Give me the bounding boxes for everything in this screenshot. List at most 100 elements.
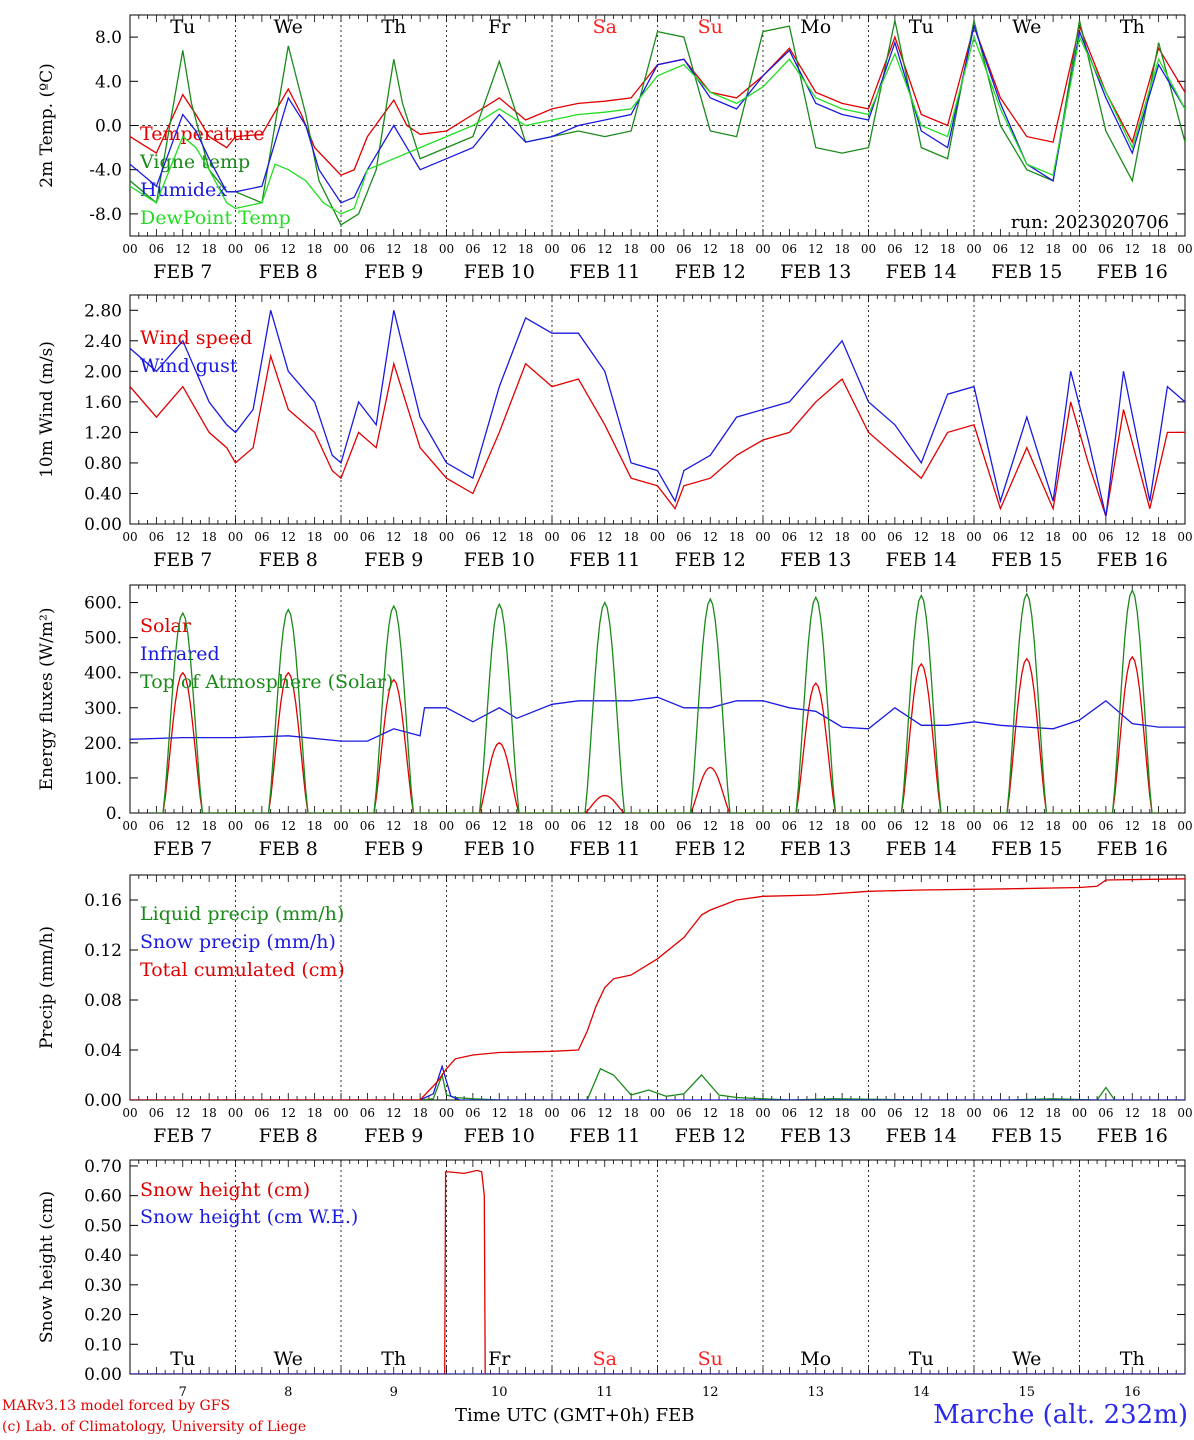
day-number-label: 14	[913, 1385, 930, 1400]
hour-tick-label: 18	[1151, 819, 1166, 833]
y-tick-label: 0.50	[84, 1216, 122, 1236]
hour-tick-label: 00	[439, 530, 454, 544]
day-number-label: 9	[390, 1385, 398, 1400]
hour-tick-label: 18	[307, 1106, 322, 1120]
date-label: FEB 11	[569, 838, 640, 860]
hour-tick-label: 12	[281, 530, 296, 544]
hour-tick-label: 00	[1177, 819, 1192, 833]
hour-tick-label: 00	[439, 819, 454, 833]
y-tick-label: 0.30	[84, 1276, 122, 1296]
weekday-label: Su	[698, 1348, 723, 1370]
hour-tick-label: 12	[914, 242, 929, 256]
y-tick-label: 600.	[84, 594, 122, 614]
date-label: FEB 15	[991, 549, 1062, 571]
hour-tick-label: 06	[360, 530, 375, 544]
day-number-label: 15	[1018, 1385, 1035, 1400]
hour-tick-label: 18	[1045, 819, 1060, 833]
hour-tick-label: 06	[465, 242, 480, 256]
hour-tick-label: 00	[755, 819, 770, 833]
hour-tick-label: 12	[703, 1106, 718, 1120]
y-tick-label: 1.60	[84, 393, 122, 413]
y-tick-label: -4.0	[89, 161, 122, 181]
hour-tick-label: 06	[993, 1106, 1008, 1120]
hour-tick-label: 12	[281, 1106, 296, 1120]
y-tick-label: 0.40	[84, 484, 122, 504]
weekday-label: Mo	[800, 1348, 831, 1370]
hour-tick-label: 12	[703, 819, 718, 833]
hour-tick-label: 06	[254, 530, 269, 544]
hour-tick-label: 06	[887, 1106, 902, 1120]
hour-tick-label: 06	[149, 819, 164, 833]
hour-tick-label: 00	[755, 530, 770, 544]
weekday-label: Sa	[593, 1348, 617, 1370]
hour-tick-label: 12	[703, 242, 718, 256]
hour-tick-label: 00	[650, 530, 665, 544]
hour-tick-label: 18	[412, 1106, 427, 1120]
hour-tick-label: 00	[861, 242, 876, 256]
y-tick-label: 0.10	[84, 1335, 122, 1355]
hour-tick-label: 06	[1098, 1106, 1113, 1120]
hour-tick-label: 12	[1125, 1106, 1140, 1120]
legend-temperature: Temperature	[140, 123, 264, 145]
y-tick-label: 0.40	[84, 1246, 122, 1266]
hour-tick-label: 18	[940, 530, 955, 544]
series-snow-height-cm	[130, 1169, 1185, 1374]
weekday-label: Sa	[593, 16, 617, 38]
hour-tick-label: 00	[333, 1106, 348, 1120]
hour-tick-label: 12	[914, 530, 929, 544]
date-label: FEB 12	[675, 549, 746, 571]
hour-tick-label: 06	[360, 242, 375, 256]
hour-tick-label: 18	[1045, 242, 1060, 256]
weekday-label: We	[274, 16, 303, 38]
date-label: FEB 9	[364, 261, 423, 283]
hour-tick-label: 18	[729, 530, 744, 544]
hour-tick-label: 06	[676, 1106, 691, 1120]
y-tick-label: 0.16	[84, 891, 122, 911]
date-label: FEB 14	[886, 549, 957, 571]
hour-tick-label: 18	[834, 1106, 849, 1120]
hour-tick-label: 18	[307, 819, 322, 833]
hour-tick-label: 06	[782, 530, 797, 544]
hour-tick-label: 00	[861, 819, 876, 833]
hour-tick-label: 12	[914, 1106, 929, 1120]
series-total-cumulated-cm	[130, 878, 1185, 1100]
date-label: FEB 7	[153, 838, 212, 860]
hour-tick-label: 06	[993, 242, 1008, 256]
y-tick-label: 0.00	[84, 1365, 122, 1385]
series-solar	[154, 655, 1161, 813]
y-tick-label: 2.80	[84, 301, 122, 321]
hour-tick-label: 00	[228, 242, 243, 256]
hour-tick-label: 18	[201, 1106, 216, 1120]
legend-snow-height-cm: Snow height (cm)	[140, 1179, 310, 1201]
hour-tick-label: 18	[729, 1106, 744, 1120]
hour-tick-label: 12	[492, 242, 507, 256]
weekday-label: Mo	[800, 16, 831, 38]
hour-tick-label: 12	[703, 530, 718, 544]
hour-tick-label: 00	[544, 1106, 559, 1120]
hour-tick-label: 00	[439, 1106, 454, 1120]
hour-tick-label: 12	[386, 819, 401, 833]
series-top-of-atmosphere-solar	[154, 588, 1161, 813]
hour-tick-label: 18	[834, 530, 849, 544]
hour-tick-label: 18	[623, 242, 638, 256]
date-label: FEB 11	[569, 261, 640, 283]
date-label: FEB 11	[569, 549, 640, 571]
day-number-label: 16	[1124, 1385, 1141, 1400]
hour-tick-label: 00	[122, 819, 137, 833]
hour-tick-label: 00	[333, 242, 348, 256]
weekday-label: Th	[1120, 16, 1145, 38]
y-axis-label: Snow height (cm)	[37, 1191, 57, 1343]
hour-tick-label: 18	[940, 1106, 955, 1120]
hour-tick-label: 06	[254, 819, 269, 833]
hour-tick-label: 12	[808, 242, 823, 256]
hour-tick-label: 18	[518, 1106, 533, 1120]
date-label: FEB 13	[780, 261, 851, 283]
y-tick-label: -8.0	[89, 205, 122, 225]
hour-tick-label: 00	[1177, 242, 1192, 256]
y-tick-label: 400.	[84, 664, 122, 684]
hour-tick-label: 18	[412, 530, 427, 544]
day-number-label: 10	[491, 1385, 508, 1400]
hour-tick-label: 12	[175, 242, 190, 256]
date-label: FEB 8	[259, 838, 318, 860]
